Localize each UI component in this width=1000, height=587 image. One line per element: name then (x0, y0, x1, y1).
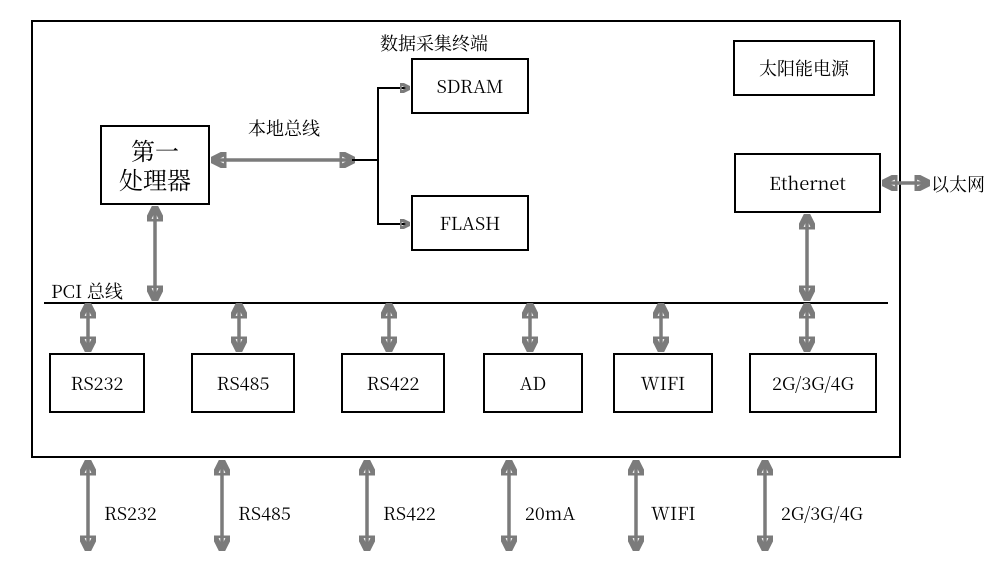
arrows-layer (0, 0, 1000, 587)
diagram-stage: 数据采集终端 第一 处理器 SDRAM FLASH 太阳能电源 Ethernet… (0, 0, 1000, 587)
